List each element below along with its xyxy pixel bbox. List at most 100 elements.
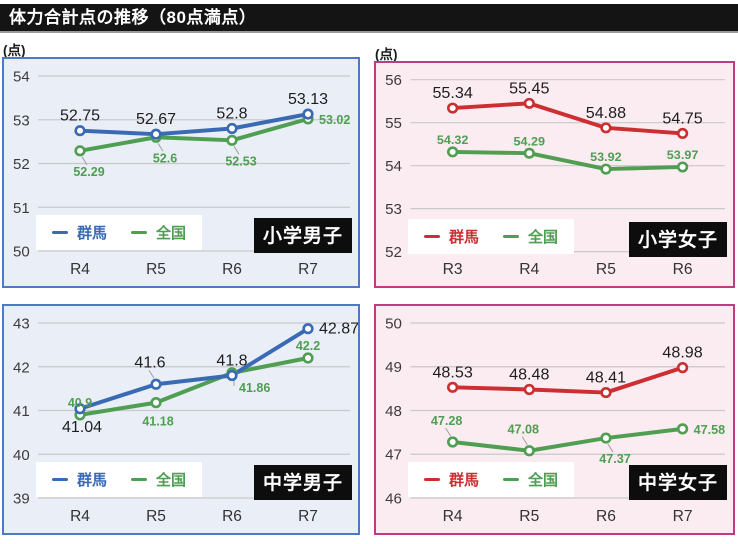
page-title-banner: 体力合計点の推移（80点満点） (0, 4, 738, 33)
data-point-marker (226, 369, 238, 382)
legend-item: 全国 (503, 226, 558, 247)
data-point-label: 55.45 (509, 81, 549, 98)
data-point-marker (446, 102, 459, 114)
x-tick-label: R5 (146, 261, 166, 278)
x-tick-label: R5 (146, 508, 166, 525)
legend-item: 群馬 (424, 469, 479, 490)
label-leader-line (81, 156, 88, 166)
y-tick-label: 43 (13, 316, 30, 333)
chart-category-label: 小学女子 (628, 222, 727, 257)
y-tick-label: 46 (385, 491, 402, 508)
data-point-label: 52.53 (225, 154, 256, 168)
data-point-label: 52.67 (136, 111, 176, 128)
legend-dash-icon (131, 477, 148, 482)
legend-label: 群馬 (77, 472, 108, 489)
y-tick-label: 51 (13, 200, 30, 217)
legend-label: 全国 (528, 472, 559, 489)
chart-category-label: 中学女子 (628, 465, 727, 500)
y-tick-label: 41 (13, 403, 30, 420)
data-point-label: 41.86 (239, 381, 270, 395)
data-point-marker (302, 352, 314, 364)
data-point-label: 53.02 (319, 113, 350, 127)
label-leader-line (233, 146, 240, 155)
x-tick-label: R6 (596, 508, 616, 525)
y-tick-label: 56 (385, 72, 402, 89)
data-point-label: 41.8 (216, 353, 247, 370)
x-tick-label: R6 (222, 261, 242, 278)
chart-elementary-girls: 56 55 54 53 52 R3 R4 R5 R6 54.32 54.29 53.92 53.97 55… (374, 61, 735, 288)
data-point-label: 53.13 (288, 91, 328, 108)
data-point-marker (446, 381, 459, 393)
y-tick-label: 42 (13, 359, 30, 376)
data-point-marker (600, 163, 612, 175)
legend: 群馬 全国 (36, 215, 203, 250)
data-point-marker (600, 432, 612, 444)
data-point-marker (150, 128, 162, 140)
data-point-label: 41.04 (62, 419, 102, 436)
chart-category-label: 中学男子 (253, 465, 352, 500)
x-tick-label: R7 (673, 508, 693, 525)
data-point-marker (226, 122, 238, 135)
legend: 群馬 全国 (408, 462, 575, 497)
data-point-marker (302, 323, 314, 335)
data-point-marker (523, 97, 535, 109)
legend-item: 全国 (131, 469, 186, 490)
legend-item: 群馬 (52, 222, 107, 243)
label-leader-line (445, 427, 452, 437)
x-tick-label: R4 (443, 508, 463, 525)
chart-elementary-boys: 54 53 52 51 50 R4 R5 R6 R7 52.29 52.6 52.53 53.02 52.… (2, 57, 360, 288)
y-tick-label: 52 (385, 244, 402, 261)
data-point-marker (523, 445, 535, 457)
legend-item: 群馬 (424, 226, 479, 247)
unit-label-left: (点) (3, 43, 26, 58)
data-point-label: 40.9 (68, 396, 92, 410)
y-tick-label: 49 (385, 359, 402, 376)
legend-dash-icon (424, 477, 440, 482)
legend-dash-icon (424, 234, 440, 239)
series-line (450, 149, 685, 172)
legend-item: 群馬 (52, 469, 107, 490)
data-point-label: 54.75 (662, 111, 702, 128)
data-point-label: 41.6 (134, 354, 165, 371)
data-point-marker (302, 108, 314, 120)
data-point-marker (446, 146, 459, 158)
y-tick-label: 50 (13, 244, 30, 261)
data-point-label: 41.18 (142, 415, 173, 429)
y-tick-label: 52 (13, 156, 30, 173)
data-point-label: 47.28 (431, 414, 463, 428)
label-leader-line (148, 369, 155, 379)
data-point-label: 53.97 (667, 148, 699, 162)
chart-canvas-junior-high-girls: 50 49 48 47 46 R4 R5 R6 R7 47.28 47.08 47.37 47.58 48… (385, 316, 725, 525)
series-line (450, 101, 685, 136)
legend-item: 全国 (131, 222, 186, 243)
y-tick-label: 47 (385, 447, 402, 464)
legend-dash-icon (131, 230, 148, 235)
y-tick-label: 55 (385, 115, 402, 132)
legend: 群馬 全国 (408, 219, 575, 254)
x-tick-label: R5 (596, 261, 616, 278)
x-tick-label: R6 (673, 261, 693, 278)
x-tick-label: R6 (222, 508, 242, 525)
data-point-label: 42.2 (296, 339, 320, 353)
chart-canvas-elementary-girls: 56 55 54 53 52 R3 R4 R5 R6 54.32 54.29 53.92 53.97 55… (385, 72, 725, 278)
data-point-marker (523, 383, 535, 396)
series-line (78, 112, 310, 137)
data-point-label: 54.29 (514, 134, 546, 148)
label-leader-line (157, 142, 164, 152)
x-tick-label: R7 (298, 261, 318, 278)
data-point-label: 54.88 (586, 105, 626, 122)
series-line (450, 365, 685, 395)
legend-label: 群馬 (449, 472, 480, 489)
data-point-label: 48.98 (662, 344, 702, 362)
legend-label: 群馬 (449, 229, 480, 246)
legend-dash-icon (52, 477, 68, 482)
series-line (78, 356, 310, 417)
data-point-marker (676, 423, 689, 435)
data-point-marker (150, 397, 162, 409)
data-point-label: 48.53 (432, 363, 472, 381)
data-point-label: 52.6 (153, 151, 177, 165)
data-point-marker (226, 134, 238, 146)
data-point-label: 52.8 (216, 106, 247, 123)
page-title: 体力合計点の推移（80点満点） (9, 8, 257, 27)
legend-label: 群馬 (77, 225, 108, 242)
